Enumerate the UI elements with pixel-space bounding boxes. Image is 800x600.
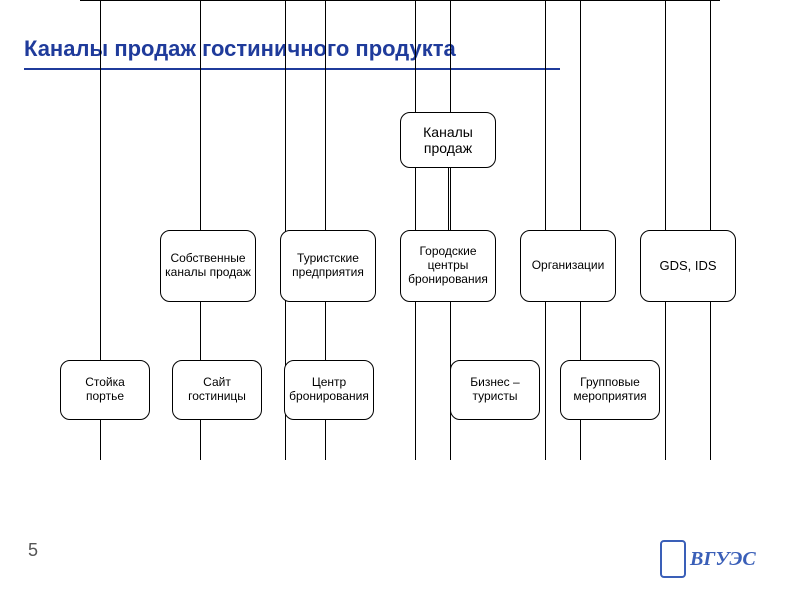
leaf-node-4: Групповые мероприятия: [560, 360, 660, 420]
leaf-node-2: Центр бронирования: [284, 360, 374, 420]
title-underline: [24, 68, 560, 70]
leaf-node-1: Сайт гостиницы: [172, 360, 262, 420]
top-connector-bar: [80, 0, 720, 1]
leaf-node-3: Бизнес – туристы: [450, 360, 540, 420]
page-number: 5: [28, 540, 38, 561]
mid-node-1: Туристские предприятия: [280, 230, 376, 302]
mid-node-3: Организации: [520, 230, 616, 302]
connector-0: [448, 168, 449, 230]
slide-title: Каналы продаж гостиничного продукта: [24, 36, 456, 62]
mid-node-4: GDS, IDS: [640, 230, 736, 302]
leaf-node-0: Стойка портье: [60, 360, 150, 420]
mid-node-0: Собственные каналы продаж: [160, 230, 256, 302]
mid-node-2: Городские центры бронирования: [400, 230, 496, 302]
slide-canvas: Каналы продаж гостиничного продукта Канал…: [0, 0, 800, 600]
logo-icon: [660, 540, 686, 578]
logo-text: ВГУЭС: [690, 548, 756, 571]
root-node: Каналы продаж: [400, 112, 496, 168]
